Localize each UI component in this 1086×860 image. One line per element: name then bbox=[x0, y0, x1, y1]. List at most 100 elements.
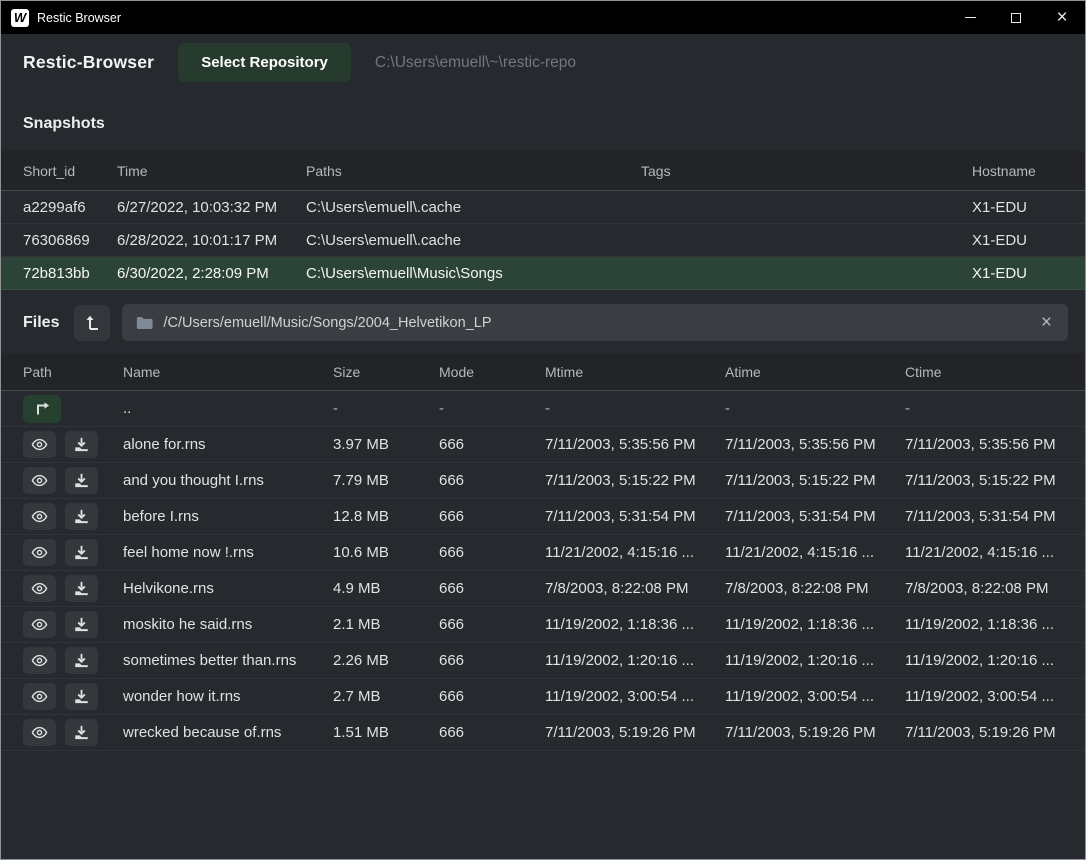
file-name: moskito he said.rns bbox=[123, 616, 333, 633]
file-ctime: 7/11/2003, 5:35:56 PM bbox=[905, 436, 1068, 453]
preview-file-button[interactable] bbox=[23, 575, 56, 602]
download-file-button[interactable] bbox=[65, 539, 98, 566]
file-mode: 666 bbox=[439, 508, 545, 525]
file-ctime: 11/19/2002, 3:00:54 ... bbox=[905, 688, 1068, 705]
go-to-parent-button[interactable] bbox=[23, 395, 61, 423]
snapshot-row[interactable]: 76306869 6/28/2022, 10:01:17 PM C:\Users… bbox=[1, 224, 1085, 257]
current-path-field[interactable]: /C/Users/emuell/Music/Songs/2004_Helveti… bbox=[122, 304, 1068, 341]
clear-icon: × bbox=[1041, 312, 1052, 333]
download-icon bbox=[74, 473, 89, 488]
clear-path-button[interactable]: × bbox=[1039, 313, 1054, 332]
download-file-button[interactable] bbox=[65, 683, 98, 710]
download-icon bbox=[74, 689, 89, 704]
download-icon bbox=[74, 617, 89, 632]
maximize-button[interactable] bbox=[993, 1, 1039, 34]
file-atime: 11/19/2002, 1:20:16 ... bbox=[725, 652, 905, 669]
parent-directory-actions bbox=[23, 395, 123, 423]
column-header-paths: Paths bbox=[306, 163, 641, 179]
files-table-body: alone for.rns 3.97 MB 666 7/11/2003, 5:3… bbox=[1, 427, 1085, 751]
download-file-button[interactable] bbox=[65, 575, 98, 602]
file-row[interactable]: and you thought I.rns 7.79 MB 666 7/11/2… bbox=[1, 463, 1085, 499]
window-title: Restic Browser bbox=[37, 11, 121, 25]
file-mtime: 11/21/2002, 4:15:16 ... bbox=[545, 544, 725, 561]
preview-file-button[interactable] bbox=[23, 719, 56, 746]
download-file-button[interactable] bbox=[65, 431, 98, 458]
download-file-button[interactable] bbox=[65, 719, 98, 746]
download-file-button[interactable] bbox=[65, 467, 98, 494]
snapshot-short-id: 76306869 bbox=[23, 232, 117, 249]
file-mode: 666 bbox=[439, 436, 545, 453]
file-name: wrecked because of.rns bbox=[123, 724, 333, 741]
file-row[interactable]: wonder how it.rns 2.7 MB 666 11/19/2002,… bbox=[1, 679, 1085, 715]
download-icon bbox=[74, 545, 89, 560]
file-ctime: 7/11/2003, 5:19:26 PM bbox=[905, 724, 1068, 741]
file-row[interactable]: alone for.rns 3.97 MB 666 7/11/2003, 5:3… bbox=[1, 427, 1085, 463]
file-row[interactable]: feel home now !.rns 10.6 MB 666 11/21/20… bbox=[1, 535, 1085, 571]
navigate-up-button[interactable] bbox=[74, 305, 110, 341]
file-mtime: 7/11/2003, 5:31:54 PM bbox=[545, 508, 725, 525]
preview-file-button[interactable] bbox=[23, 467, 56, 494]
titlebar: W Restic Browser × bbox=[1, 1, 1085, 34]
file-row[interactable]: before I.rns 12.8 MB 666 7/11/2003, 5:31… bbox=[1, 499, 1085, 535]
file-size: 10.6 MB bbox=[333, 544, 439, 561]
file-row[interactable]: Helvikone.rns 4.9 MB 666 7/8/2003, 8:22:… bbox=[1, 571, 1085, 607]
file-atime: 11/19/2002, 3:00:54 ... bbox=[725, 688, 905, 705]
file-actions bbox=[23, 575, 123, 602]
snapshot-row[interactable]: 72b813bb 6/30/2022, 2:28:09 PM C:\Users\… bbox=[1, 257, 1085, 290]
eye-icon bbox=[31, 654, 48, 667]
file-atime: 7/11/2003, 5:35:56 PM bbox=[725, 436, 905, 453]
preview-file-button[interactable] bbox=[23, 611, 56, 638]
snapshots-table-header: Short_id Time Paths Tags Hostname bbox=[1, 151, 1085, 191]
repository-path-field[interactable]: C:\Users\emuell\~\restic-repo bbox=[375, 54, 576, 72]
file-row[interactable]: moskito he said.rns 2.1 MB 666 11/19/200… bbox=[1, 607, 1085, 643]
app-logo-letter: W bbox=[14, 10, 26, 25]
download-icon bbox=[74, 725, 89, 740]
snapshot-row[interactable]: a2299af6 6/27/2022, 10:03:32 PM C:\Users… bbox=[1, 191, 1085, 224]
snapshot-short-id: 72b813bb bbox=[23, 265, 117, 282]
elbow-up-right-arrow-icon bbox=[34, 401, 51, 416]
file-name: and you thought I.rns bbox=[123, 472, 333, 489]
minimize-icon bbox=[965, 17, 976, 18]
snapshot-time: 6/28/2022, 10:01:17 PM bbox=[117, 232, 306, 249]
file-name: Helvikone.rns bbox=[123, 580, 333, 597]
file-mode: 666 bbox=[439, 616, 545, 633]
file-actions bbox=[23, 431, 123, 458]
eye-icon bbox=[31, 618, 48, 631]
snapshot-time: 6/27/2022, 10:03:32 PM bbox=[117, 199, 306, 216]
preview-file-button[interactable] bbox=[23, 647, 56, 674]
preview-file-button[interactable] bbox=[23, 539, 56, 566]
close-button[interactable]: × bbox=[1039, 1, 1085, 34]
download-file-button[interactable] bbox=[65, 503, 98, 530]
snapshot-hostname: X1-EDU bbox=[972, 265, 1068, 282]
download-file-button[interactable] bbox=[65, 647, 98, 674]
file-row[interactable]: sometimes better than.rns 2.26 MB 666 11… bbox=[1, 643, 1085, 679]
file-atime: 7/11/2003, 5:19:26 PM bbox=[725, 724, 905, 741]
preview-file-button[interactable] bbox=[23, 431, 56, 458]
preview-file-button[interactable] bbox=[23, 503, 56, 530]
file-mtime: 7/11/2003, 5:35:56 PM bbox=[545, 436, 725, 453]
files-table: Path Name Size Mode Mtime Atime Ctime ..… bbox=[1, 353, 1085, 751]
folder-icon bbox=[136, 316, 153, 330]
preview-file-button[interactable] bbox=[23, 683, 56, 710]
file-actions bbox=[23, 719, 123, 746]
column-header-hostname: Hostname bbox=[972, 163, 1068, 179]
eye-icon bbox=[31, 474, 48, 487]
parent-directory-mtime: - bbox=[545, 400, 725, 417]
eye-icon bbox=[31, 546, 48, 559]
select-repository-button[interactable]: Select Repository bbox=[178, 43, 351, 82]
file-mode: 666 bbox=[439, 472, 545, 489]
column-header-path: Path bbox=[23, 364, 123, 380]
files-table-header: Path Name Size Mode Mtime Atime Ctime bbox=[1, 353, 1085, 391]
file-ctime: 11/19/2002, 1:18:36 ... bbox=[905, 616, 1068, 633]
download-file-button[interactable] bbox=[65, 611, 98, 638]
snapshot-paths: C:\Users\emuell\.cache bbox=[306, 199, 641, 216]
parent-directory-name: .. bbox=[123, 400, 333, 417]
file-mtime: 7/11/2003, 5:19:26 PM bbox=[545, 724, 725, 741]
column-header-size: Size bbox=[333, 364, 439, 380]
minimize-button[interactable] bbox=[947, 1, 993, 34]
file-size: 12.8 MB bbox=[333, 508, 439, 525]
file-ctime: 7/11/2003, 5:15:22 PM bbox=[905, 472, 1068, 489]
current-path-text: /C/Users/emuell/Music/Songs/2004_Helveti… bbox=[163, 315, 1028, 331]
maximize-icon bbox=[1011, 13, 1021, 23]
file-row[interactable]: wrecked because of.rns 1.51 MB 666 7/11/… bbox=[1, 715, 1085, 751]
